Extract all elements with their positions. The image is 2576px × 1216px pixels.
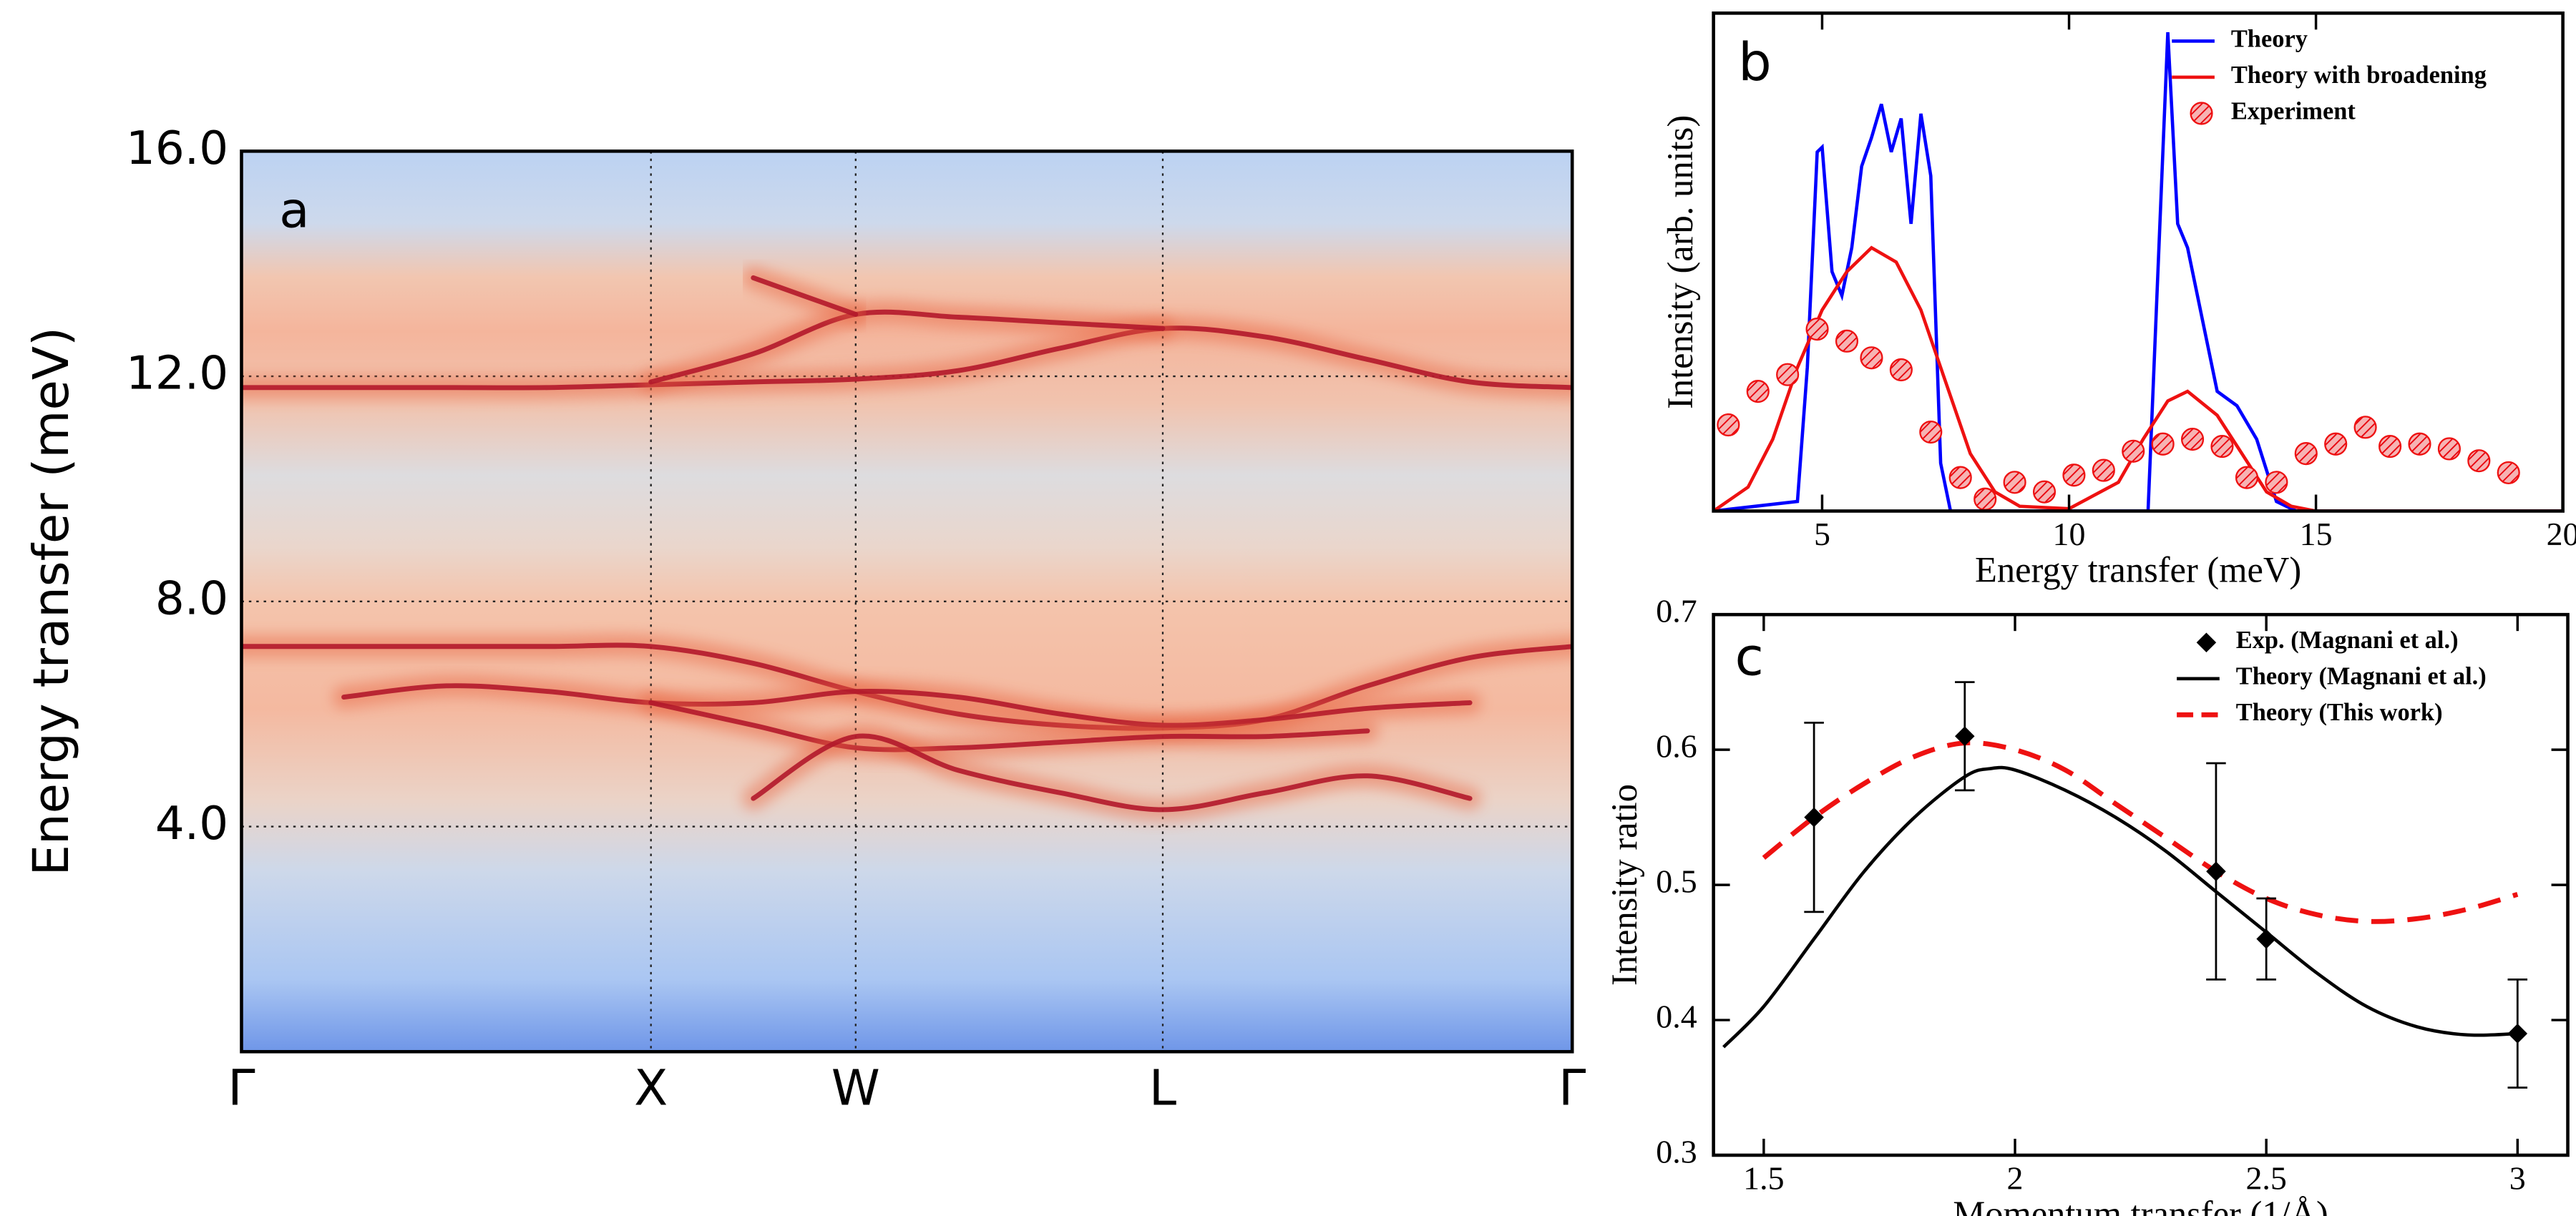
y-tick-label: 0.7 xyxy=(1656,593,1697,629)
panel-label: c xyxy=(1735,627,1763,688)
y-tick-label: 8.0 xyxy=(155,572,228,625)
x-tick-label: X xyxy=(634,1059,668,1117)
panel: 4.0 8.0 12.0 16.0 Γ X W L Γa Energy transfer (meV… xyxy=(23,122,1586,1117)
legend-marker xyxy=(2196,632,2217,653)
band-line xyxy=(751,275,859,317)
data-point xyxy=(2408,432,2431,456)
band-line xyxy=(648,700,1370,752)
data-point xyxy=(1974,487,1997,511)
y-tick-label: 0.6 xyxy=(1656,728,1697,765)
data-point xyxy=(2437,437,2461,461)
data-point xyxy=(2265,471,2288,494)
data-point xyxy=(1835,329,1859,353)
x-axis-label: Energy transfer (meV) xyxy=(1975,549,2301,589)
x-axis-label: Momentum transfer (1/Å) xyxy=(1953,1194,2328,1216)
x-tick-label: 5 xyxy=(1814,516,1830,552)
legend-label: Theory (This work) xyxy=(2236,699,2443,726)
data-point xyxy=(2497,461,2520,484)
x-tick-label: 15 xyxy=(2300,516,2333,552)
plot-border xyxy=(1712,11,2565,513)
band-line xyxy=(241,325,1573,391)
data-point xyxy=(2122,439,2145,463)
panel: 5 10 15 20 Theory Theory with broadening Exper… xyxy=(1660,11,2576,589)
plot-area xyxy=(241,151,1573,1052)
plot-area xyxy=(1722,740,2519,1049)
data-point xyxy=(2256,928,2276,949)
x-tick-label: L xyxy=(1149,1059,1176,1117)
band-line xyxy=(341,683,1473,728)
data-point xyxy=(1805,318,1829,341)
x-tick-label: Γ xyxy=(228,1059,255,1117)
data-point xyxy=(2507,1024,2528,1044)
series-line xyxy=(1762,740,2519,924)
data-point xyxy=(2032,480,2057,504)
x-tick-label: 1.5 xyxy=(1743,1159,1784,1196)
legend-label: Theory xyxy=(2231,25,2308,52)
data-point xyxy=(1948,466,1972,489)
data-point xyxy=(1717,413,1740,437)
y-tick-label: 0.5 xyxy=(1656,863,1697,900)
data-point xyxy=(2206,861,2226,881)
band-line xyxy=(241,642,1573,731)
legend-label: Experiment xyxy=(2231,97,2356,124)
legend-label: Exp. (Magnani et al.) xyxy=(2236,627,2459,654)
legend-label: Theory with broadening xyxy=(2231,62,2487,89)
x-tick-label: 20 xyxy=(2547,516,2576,552)
y-axis-label: Intensity ratio xyxy=(1604,784,1644,986)
x-tick-label: Γ xyxy=(1558,1059,1586,1117)
data-point xyxy=(2353,416,2377,439)
legend-label: Theory (Magnani et al.) xyxy=(2236,663,2487,690)
band-line xyxy=(751,733,1473,813)
data-point xyxy=(2180,427,2205,451)
y-axis-label: Intensity (arb. units) xyxy=(1660,115,1700,409)
data-point xyxy=(2210,435,2234,459)
panel-label: a xyxy=(279,182,309,240)
plot-border xyxy=(240,149,1574,1054)
data-point xyxy=(2467,449,2491,473)
y-tick-label: 12.0 xyxy=(126,347,228,401)
band-line xyxy=(648,309,1166,385)
data-point xyxy=(1860,346,1883,370)
panel-label: b xyxy=(1738,32,1772,93)
legend-marker xyxy=(2190,102,2213,125)
y-tick-label: 0.3 xyxy=(1656,1134,1697,1170)
series-line xyxy=(1713,245,2563,511)
plot-area xyxy=(1713,32,2563,511)
data-point xyxy=(2092,459,2115,482)
data-point xyxy=(2324,432,2348,456)
x-tick-label: 3 xyxy=(2509,1159,2526,1196)
data-point xyxy=(2294,442,2318,466)
data-point xyxy=(2379,435,2402,459)
x-tick-label: 2.5 xyxy=(2245,1159,2286,1196)
data-point xyxy=(1746,380,1770,403)
x-tick-label: 10 xyxy=(2053,516,2086,552)
panel: 0.3 0.4 0.5 0.6 0.7 1.5 2 2.5 3 Exp. (Magnani et … xyxy=(1604,593,2570,1216)
y-tick-label: 0.4 xyxy=(1656,999,1697,1035)
data-point xyxy=(2151,432,2175,456)
x-tick-label: 2 xyxy=(2007,1159,2024,1196)
data-point xyxy=(2003,471,2026,494)
data-point xyxy=(1776,363,1800,386)
series-line xyxy=(1713,32,2563,511)
data-point xyxy=(1889,358,1913,382)
data-point xyxy=(1919,420,1943,444)
x-tick-label: W xyxy=(831,1059,880,1117)
y-axis-label: Energy transfer (meV) xyxy=(23,327,80,876)
y-tick-label: 4.0 xyxy=(155,797,228,850)
plot-border xyxy=(1712,612,2570,1157)
y-tick-label: 16.0 xyxy=(126,122,228,175)
data-point xyxy=(2062,464,2086,487)
data-point xyxy=(2235,466,2259,489)
series-line xyxy=(1722,765,2518,1049)
